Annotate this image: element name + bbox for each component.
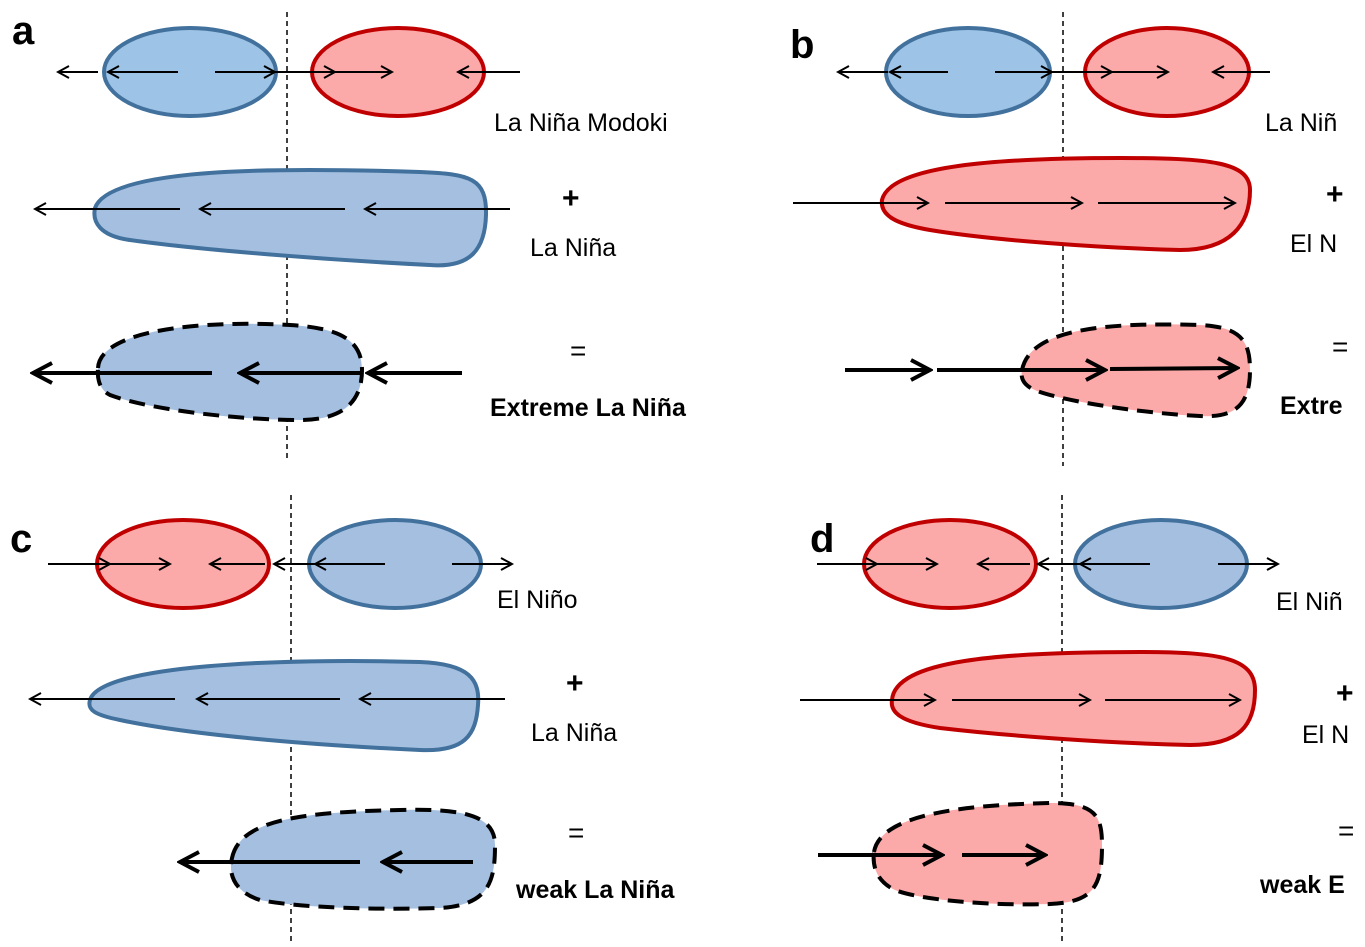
panel-letter-d: d — [810, 517, 834, 561]
equals-sign: = — [568, 817, 584, 848]
panel-a: a La Niña Modoki + La Niña — [12, 9, 687, 462]
el-nino-blob — [889, 649, 1258, 748]
row1-label: El Niño — [497, 586, 578, 614]
panel-b: b La Niñ + El N = Extre — [790, 12, 1348, 466]
row2-label: La Niña — [531, 719, 617, 747]
wind-arrows-row3-b — [845, 368, 1237, 370]
equals-sign: = — [1332, 331, 1348, 362]
equals-sign: = — [570, 335, 586, 366]
result-label: Extreme La Niña — [490, 394, 687, 422]
result-label: weak La Niña — [515, 876, 675, 904]
row2-label: El N — [1290, 230, 1337, 258]
extreme-la-nina-blob — [95, 321, 365, 423]
panel-letter-c: c — [10, 517, 32, 561]
plus-sign: + — [1336, 677, 1354, 710]
row1-label: El Niñ — [1276, 588, 1343, 616]
equals-sign: = — [1338, 815, 1354, 846]
panel-d: d El Niñ + El N = weak E — [800, 495, 1354, 945]
row2-label: La Niña — [530, 234, 616, 262]
plus-sign: + — [562, 182, 580, 215]
row1-label: La Niña Modoki — [494, 109, 668, 137]
la-nina-blob — [87, 658, 481, 753]
panel-letter-b: b — [790, 23, 814, 67]
weak-la-nina-blob — [229, 807, 498, 911]
row2-label: El N — [1302, 721, 1349, 749]
la-nina-blob — [92, 167, 489, 268]
result-label: Extre — [1280, 392, 1343, 420]
panel-c: c El Niño + La Niña = weak La — [10, 495, 675, 945]
plus-sign: + — [566, 667, 584, 700]
plus-sign: + — [1326, 178, 1344, 211]
row1-label: La Niñ — [1265, 109, 1337, 137]
result-label: weak E — [1259, 871, 1345, 899]
panel-letter-a: a — [12, 9, 35, 53]
